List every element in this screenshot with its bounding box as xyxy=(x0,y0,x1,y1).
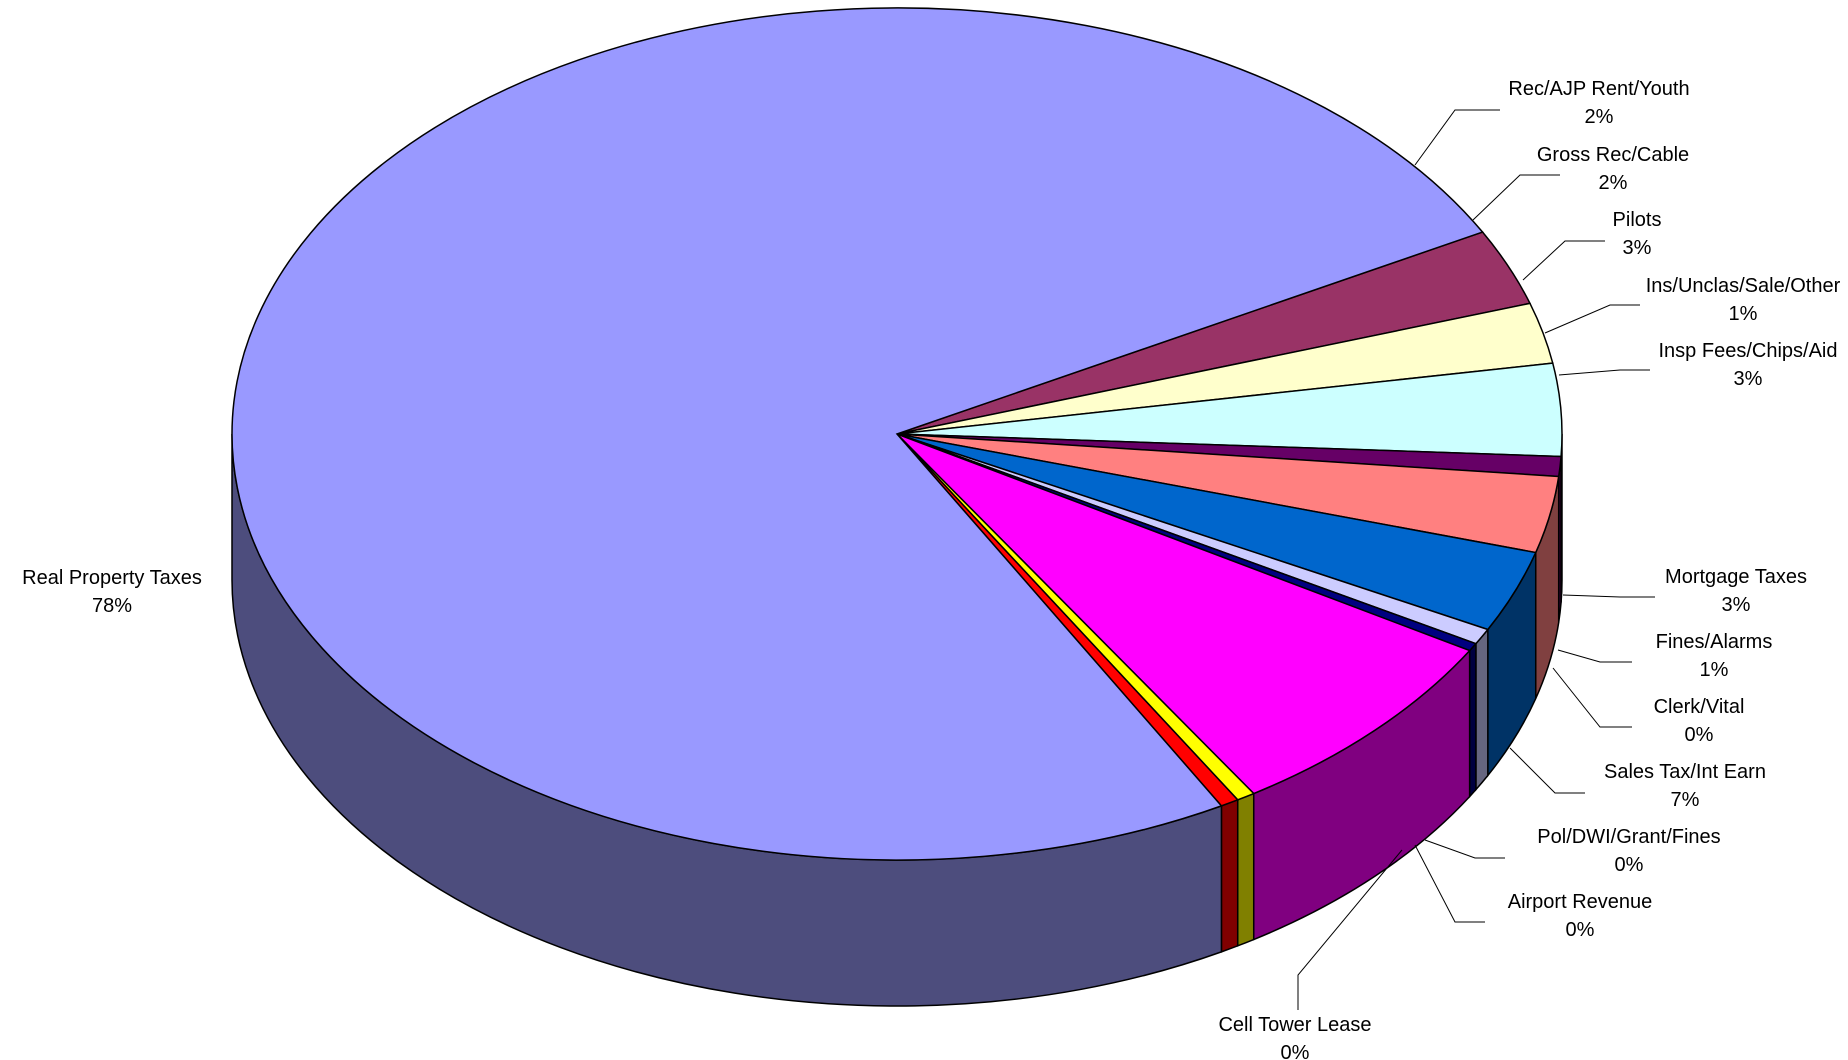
leader-clerk-vital xyxy=(1552,667,1632,728)
label-fines-alarms: Fines/Alarms xyxy=(1656,631,1773,653)
pct-fines-alarms: 1% xyxy=(1700,659,1729,681)
pct-cell-tower-lease: 0% xyxy=(1281,1042,1310,1060)
label-insp-fees-chips-aid: Insp Fees/Chips/Aid xyxy=(1659,340,1838,362)
slice-labels: Rec/AJP Rent/Youth 2% Gross Rec/Cable 2% Pil… xyxy=(22,78,1840,1060)
leader-gross-rec-cable xyxy=(1472,174,1560,221)
pct-pilots: 3% xyxy=(1623,237,1652,259)
label-cell-tower-lease: Cell Tower Lease xyxy=(1218,1014,1371,1036)
label-real-property-taxes: Real Property Taxes xyxy=(22,567,202,589)
pct-airport-revenue: 0% xyxy=(1566,919,1595,941)
pie-top-slices xyxy=(231,7,1563,861)
pie-side-walls xyxy=(231,433,1563,1007)
leader-ins-unclas-sale-other xyxy=(1544,304,1640,334)
leader-sales-tax-int-earn xyxy=(1509,747,1585,794)
leader-fines-alarms xyxy=(1557,649,1632,663)
label-leader-lines xyxy=(1297,109,1655,1010)
pct-sales-tax-int-earn: 7% xyxy=(1671,789,1700,811)
leader-cell-tower-lease xyxy=(1297,849,1403,1010)
leader-insp-fees-chips-aid xyxy=(1558,369,1650,376)
pct-clerk-vital: 0% xyxy=(1685,724,1714,746)
label-pilots: Pilots xyxy=(1613,209,1662,231)
side-fines-alarms xyxy=(1475,627,1489,792)
label-ins-unclas-sale-other: Ins/Unclas/Sale/Other xyxy=(1646,275,1841,297)
pct-insp-fees-chips-aid: 3% xyxy=(1734,368,1763,390)
pct-rec-ajp-rent-youth: 2% xyxy=(1585,106,1614,128)
label-clerk-vital: Clerk/Vital xyxy=(1654,696,1745,718)
side-clerk-vital xyxy=(1468,641,1477,799)
label-rec-ajp-rent-youth: Rec/AJP Rent/Youth xyxy=(1508,78,1689,100)
leader-airport-revenue xyxy=(1414,844,1485,923)
pct-real-property-taxes: 78% xyxy=(92,595,132,617)
side-cell-tower-lease xyxy=(1220,798,1239,953)
label-sales-tax-int-earn: Sales Tax/Int Earn xyxy=(1604,761,1766,783)
pct-gross-rec-cable: 2% xyxy=(1599,172,1628,194)
pct-ins-unclas-sale-other: 1% xyxy=(1729,303,1758,325)
slice-real-property-taxes xyxy=(231,7,1484,861)
slice-sales-tax-int-earn xyxy=(896,433,1471,795)
label-pol-dwi-grant-fines: Pol/DWI/Grant/Fines xyxy=(1537,826,1720,848)
label-mortgage-taxes: Mortgage Taxes xyxy=(1665,566,1807,588)
leader-pol-dwi-grant-fines xyxy=(1424,839,1505,859)
leader-rec-ajp-rent-youth xyxy=(1414,109,1500,166)
leader-mortgage-taxes xyxy=(1562,594,1655,598)
label-airport-revenue: Airport Revenue xyxy=(1508,891,1653,913)
side-pol-dwi-grant-fines xyxy=(1236,792,1255,947)
pct-mortgage-taxes: 3% xyxy=(1722,594,1751,616)
pct-pol-dwi-grant-fines: 0% xyxy=(1615,854,1644,876)
label-gross-rec-cable: Gross Rec/Cable xyxy=(1537,144,1689,166)
leader-pilots xyxy=(1522,240,1605,281)
